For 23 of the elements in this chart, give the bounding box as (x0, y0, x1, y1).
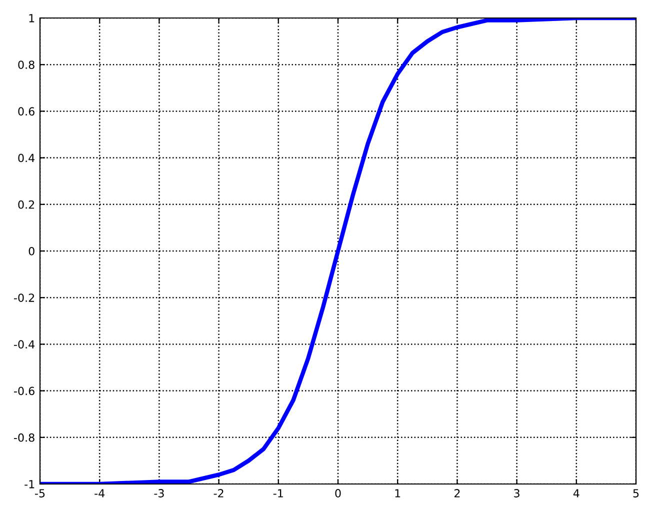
x-tick-label: 0 (335, 489, 341, 498)
x-tick-label: 4 (573, 489, 580, 498)
x-tick-label: 1 (395, 489, 400, 498)
x-tick-label: 3 (514, 489, 520, 498)
x-tick-label: -1 (273, 489, 283, 498)
y-tick-label: -0.2 (14, 294, 34, 302)
y-tick-label: -0.6 (14, 386, 34, 396)
line-series (40, 18, 636, 484)
y-tick-label: -0.8 (14, 433, 34, 442)
y-tick-label: 0.2 (18, 200, 34, 209)
y-tick-label: -1 (24, 480, 34, 488)
y-tick-label: 0.8 (18, 60, 34, 69)
y-tick-label: 0.6 (18, 107, 34, 116)
y-tick-label: 0.4 (18, 154, 35, 162)
y-tick-label: 1 (29, 14, 34, 22)
x-tick-label: -4 (94, 489, 105, 498)
x-tick-label: -3 (154, 489, 164, 498)
x-tick-label: -2 (214, 489, 224, 498)
x-tick-label: 2 (454, 489, 460, 498)
y-tick-label: 0 (28, 246, 34, 256)
x-tick-label: -5 (35, 489, 45, 498)
x-tick-label: 5 (633, 489, 639, 498)
y-tick-label: -0.4 (14, 340, 35, 349)
